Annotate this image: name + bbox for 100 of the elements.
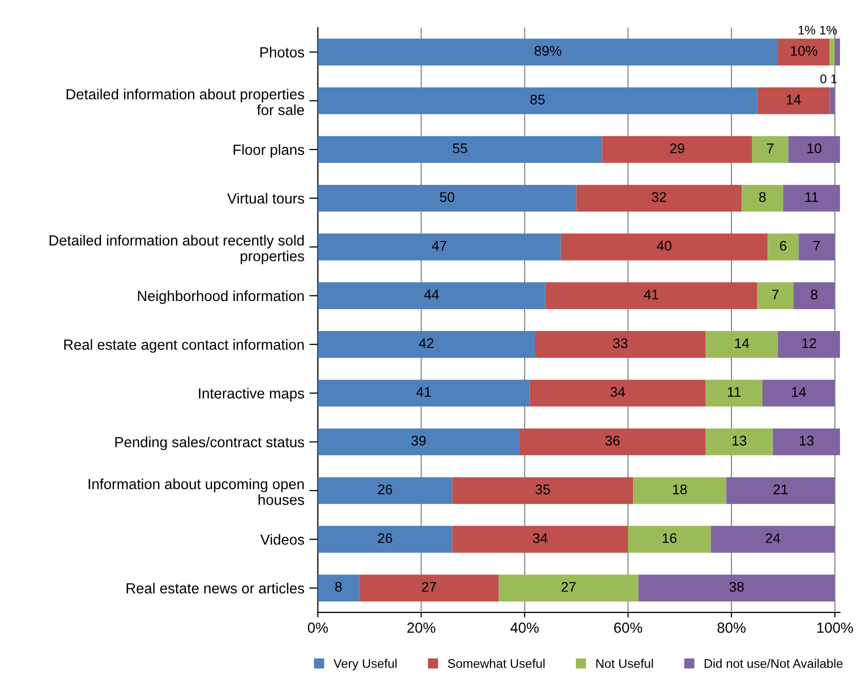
data-label: 14 bbox=[786, 94, 801, 104]
text: 0 1 bbox=[820, 74, 837, 84]
bar bbox=[318, 428, 520, 456]
bar bbox=[530, 380, 706, 407]
data-label: 21 bbox=[774, 484, 788, 494]
x-tick-label: 80% bbox=[717, 622, 746, 633]
bar bbox=[318, 184, 576, 212]
bar bbox=[772, 428, 840, 456]
bar bbox=[757, 87, 830, 114]
data-label: 13 bbox=[732, 436, 746, 446]
x-tick-label: 20% bbox=[407, 622, 436, 633]
data-label: 24 bbox=[766, 533, 780, 543]
x-tick-label: 40% bbox=[510, 622, 539, 633]
data-label: 36 bbox=[605, 436, 620, 446]
data-label: 27 bbox=[422, 582, 436, 592]
bar bbox=[318, 526, 452, 553]
bar bbox=[798, 234, 835, 260]
data-label: 35 bbox=[536, 484, 550, 494]
data-label: 16 bbox=[662, 533, 677, 544]
data-label: 26 bbox=[378, 484, 392, 494]
bar bbox=[318, 38, 778, 66]
data-label: 40 bbox=[656, 240, 672, 251]
data-label: 50 bbox=[440, 192, 454, 202]
data-label: 44 bbox=[424, 290, 439, 300]
bar bbox=[788, 136, 840, 163]
data-label: 14 bbox=[792, 387, 806, 397]
data-label: 38 bbox=[729, 582, 744, 592]
y-tick-label: Neighborhood information bbox=[138, 290, 304, 304]
y-tick-label: Photos bbox=[260, 46, 304, 58]
data-label: 7 bbox=[767, 144, 774, 154]
data-label: 34 bbox=[532, 533, 548, 544]
bar bbox=[757, 282, 794, 310]
bar bbox=[742, 184, 784, 212]
data-label: 27 bbox=[562, 582, 576, 592]
bar bbox=[706, 331, 778, 358]
bar bbox=[768, 234, 799, 260]
data-label: 13 bbox=[800, 436, 814, 446]
bar bbox=[633, 477, 726, 504]
x-tick-label: 100% bbox=[817, 622, 853, 633]
bar bbox=[452, 526, 628, 553]
bar bbox=[752, 136, 788, 163]
bar bbox=[318, 87, 758, 114]
legend-label: Did not use/Not Available bbox=[704, 658, 843, 668]
bar bbox=[830, 87, 835, 114]
bar bbox=[602, 136, 752, 163]
data-label: 10% bbox=[790, 46, 818, 56]
bar bbox=[834, 38, 840, 66]
bar bbox=[830, 38, 835, 66]
bar bbox=[576, 184, 742, 212]
y-tick-label: Information about upcoming open houses bbox=[88, 478, 304, 505]
bar bbox=[628, 526, 711, 553]
text: 1% 1% bbox=[798, 26, 837, 34]
bar bbox=[545, 282, 758, 310]
data-label: 89% bbox=[534, 46, 562, 56]
x-tick-label: 60% bbox=[614, 622, 642, 633]
bar bbox=[762, 380, 835, 407]
bar bbox=[359, 574, 499, 602]
data-label: 8 bbox=[335, 582, 342, 592]
bar bbox=[778, 38, 830, 66]
data-label: 29 bbox=[670, 143, 684, 154]
bar bbox=[498, 574, 638, 602]
y-tick-label: Detailed information about recently sold properties bbox=[50, 234, 304, 264]
bar bbox=[710, 526, 835, 553]
data-label: 26 bbox=[378, 533, 392, 544]
bar bbox=[778, 331, 840, 358]
bar bbox=[534, 331, 706, 358]
legend-label: Not Useful bbox=[596, 658, 653, 668]
bar bbox=[318, 234, 561, 260]
data-label: 12 bbox=[802, 338, 816, 348]
data-label: 11 bbox=[805, 192, 818, 202]
data-label: 85 bbox=[530, 94, 545, 104]
data-label: 33 bbox=[613, 338, 628, 348]
data-label: 42 bbox=[418, 338, 434, 348]
bar bbox=[318, 331, 535, 358]
data-label: 8 bbox=[810, 290, 818, 300]
data-label: 7 bbox=[772, 290, 779, 300]
data-label: 55 bbox=[452, 144, 468, 154]
legend-label: Somewhat Useful bbox=[448, 658, 545, 668]
bar bbox=[318, 380, 530, 407]
data-label: 18 bbox=[673, 484, 687, 494]
y-tick-label: Real estate news or articles bbox=[126, 582, 304, 594]
bar bbox=[793, 282, 835, 310]
y-tick-label: Detailed information about properties for sale bbox=[66, 88, 304, 116]
bar bbox=[318, 574, 360, 602]
data-label: 11 bbox=[728, 387, 741, 397]
bar bbox=[726, 477, 835, 504]
y-tick-label: Videos bbox=[260, 534, 304, 545]
data-label: 41 bbox=[644, 290, 658, 300]
y-tick-label: Floor plans bbox=[234, 144, 304, 158]
bar bbox=[560, 234, 768, 260]
data-label: 7 bbox=[814, 240, 820, 251]
bar bbox=[318, 136, 602, 163]
y-tick-label: Real estate agent contact information bbox=[64, 339, 304, 353]
y-tick-label: Pending sales/contract status bbox=[115, 436, 304, 450]
data-label: 8 bbox=[759, 192, 766, 202]
bar bbox=[706, 428, 773, 456]
data-label: 47 bbox=[432, 240, 446, 251]
data-label: 10 bbox=[808, 143, 822, 154]
bar bbox=[706, 380, 762, 407]
bar bbox=[783, 184, 840, 212]
